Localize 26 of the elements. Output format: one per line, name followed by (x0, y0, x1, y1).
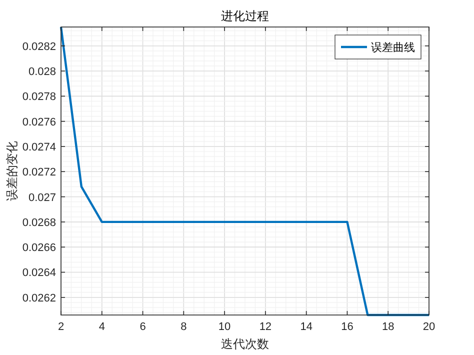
chart-title: 进化过程 (221, 9, 269, 23)
x-tick-label: 20 (422, 321, 436, 333)
y-tick-label: 0.0264 (22, 267, 56, 280)
legend-label: 误差曲线 (371, 41, 415, 54)
y-tick-label: 0.0274 (22, 141, 56, 154)
y-tick-label: 0.0278 (22, 91, 56, 104)
x-tick-label: 18 (382, 321, 394, 333)
y-tick-label: 0.028 (28, 66, 56, 78)
y-tick-label: 0.0276 (22, 116, 56, 128)
line-series (60, 26, 430, 316)
x-tick-label: 4 (98, 321, 105, 333)
x-tick-label: 16 (341, 321, 354, 333)
y-tick-label: 0.0272 (22, 166, 56, 179)
x-tick-label: 2 (58, 321, 64, 333)
x-axis-title: 迭代次数 (221, 337, 269, 351)
x-tick-label: 6 (140, 321, 146, 333)
y-axis-title: 误差的变化 (5, 141, 19, 201)
x-tick-label: 14 (300, 321, 312, 333)
y-tick-label: 0.0266 (22, 242, 56, 254)
y-tick-label: 0.0262 (22, 292, 56, 304)
x-tick-label: 8 (180, 321, 187, 333)
y-tick-label: 0.027 (28, 192, 56, 204)
y-tick-label: 0.0282 (22, 40, 56, 53)
x-tick-label: 12 (259, 321, 272, 333)
y-tick-label: 0.0268 (22, 216, 56, 229)
x-tick-label: 10 (218, 321, 231, 333)
